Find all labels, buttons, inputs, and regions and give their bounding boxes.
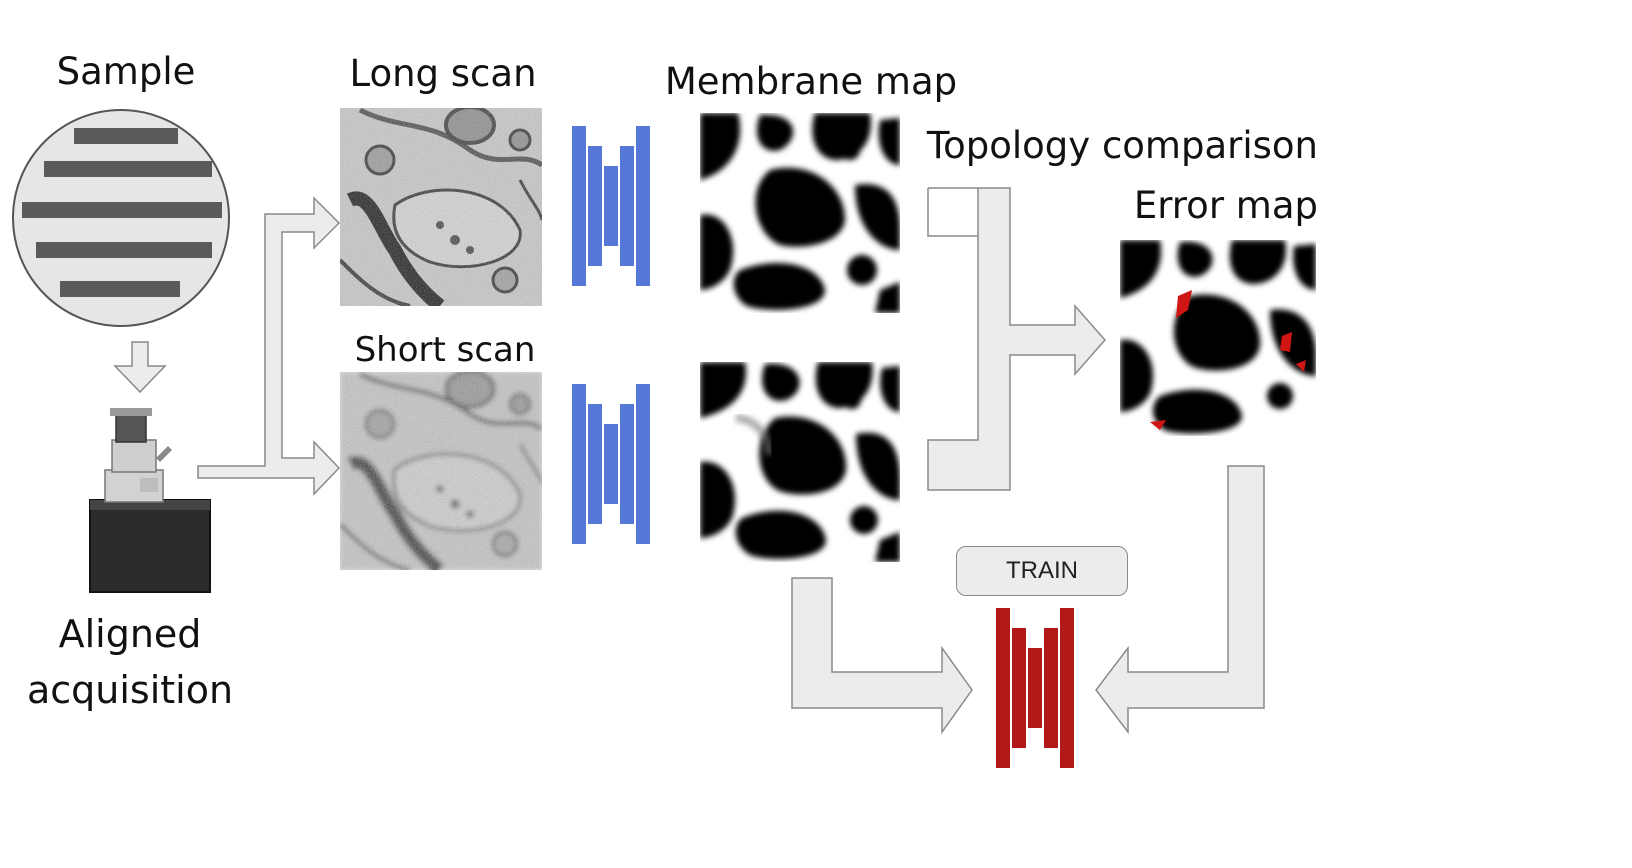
encoder-decoder-network-icon xyxy=(572,384,650,544)
arrow-error-to-train xyxy=(1095,465,1265,735)
sample-label: Sample xyxy=(56,50,196,93)
sample-slices-icon xyxy=(12,109,230,327)
membrane-map-label: Membrane map xyxy=(664,60,958,103)
electron-microscope-icon xyxy=(89,408,211,593)
trained-network-icon xyxy=(996,608,1074,768)
aligned-label: Aligned xyxy=(58,612,202,656)
error-map-label: Error map xyxy=(1133,184,1318,227)
encoder-decoder-network-icon xyxy=(572,126,650,286)
short-scan-label: Short scan xyxy=(354,330,536,370)
topology-comparison-arrow xyxy=(927,187,1107,491)
arrow-map-to-train xyxy=(791,577,973,735)
branch-arrow-to-scans xyxy=(197,196,341,496)
long-scan-label: Long scan xyxy=(349,52,537,95)
error-map-image xyxy=(1120,240,1316,436)
membrane-map-short xyxy=(700,362,900,562)
train-label: TRAIN xyxy=(1006,557,1078,584)
acquisition-label: acquisition xyxy=(26,668,234,712)
train-badge: TRAIN xyxy=(956,546,1128,596)
down-arrow xyxy=(113,341,167,394)
long-scan-image xyxy=(340,108,542,306)
short-scan-image xyxy=(340,372,542,570)
membrane-map-long xyxy=(700,113,900,313)
topology-comparison-label: Topology comparison xyxy=(926,124,1318,167)
